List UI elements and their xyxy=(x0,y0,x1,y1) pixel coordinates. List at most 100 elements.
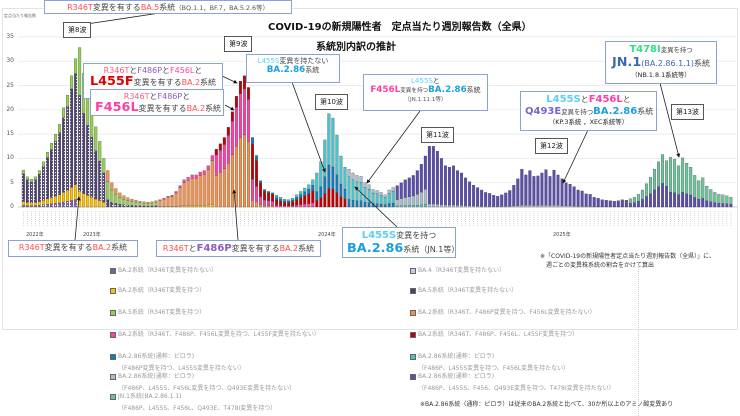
week-bar xyxy=(556,174,560,208)
bar-segment xyxy=(556,174,560,206)
week-bar xyxy=(78,47,82,208)
week-bar xyxy=(118,192,122,208)
week-bar xyxy=(443,165,447,208)
bar-segment xyxy=(307,184,311,190)
bar-segment xyxy=(74,199,78,208)
bar-segment xyxy=(705,200,709,208)
week-bar xyxy=(665,160,669,208)
callout-text: と xyxy=(149,92,158,101)
bar-segment xyxy=(472,205,476,208)
week-bar xyxy=(279,197,283,208)
legend-label: BA.2.86系統(通称：ピロラ) xyxy=(118,373,195,380)
week-bar xyxy=(287,199,291,208)
bar-segment xyxy=(584,193,588,207)
bar-segment xyxy=(520,168,524,206)
bar-segment xyxy=(146,205,150,208)
week-bar xyxy=(472,185,476,208)
callout-text: 変異を持つ xyxy=(561,107,594,116)
bar-segment xyxy=(540,172,544,206)
callout-line: JN.1(BA.2.86.1.1)系統 xyxy=(610,54,712,71)
bar-segment xyxy=(37,174,41,202)
bar-segment xyxy=(375,203,379,208)
bar-segment xyxy=(608,200,612,207)
week-bar xyxy=(484,192,488,208)
bar-segment xyxy=(439,158,443,205)
bar-segment xyxy=(102,158,106,174)
wave-label-11: 第11波 xyxy=(421,127,454,143)
bar-segment xyxy=(78,47,82,96)
bar-segment xyxy=(677,194,681,208)
bar-segment xyxy=(170,196,174,207)
callout-line: R346T変異を有するBA.5系統（BQ.1.1，BF.7，BA.5.2.6等） xyxy=(49,3,287,12)
bar-segment xyxy=(516,205,520,208)
bar-segment xyxy=(70,75,74,90)
week-bar xyxy=(447,167,451,208)
bar-segment xyxy=(210,155,214,161)
bar-segment xyxy=(134,200,138,203)
bar-segment xyxy=(460,172,464,206)
bar-segment xyxy=(572,205,576,208)
week-bar xyxy=(106,170,110,208)
week-bar xyxy=(62,107,66,208)
bar-segment xyxy=(504,192,508,207)
bar-segment xyxy=(142,203,146,207)
bar-segment xyxy=(194,174,198,179)
bar-segment xyxy=(439,204,443,208)
bar-segment xyxy=(411,205,415,208)
legend-label: BA.5系統（R346T変異を持たない） xyxy=(418,287,518,294)
bar-segment xyxy=(154,205,158,208)
week-bar xyxy=(677,165,681,208)
callout-arrows xyxy=(74,12,681,241)
callout-line: L455S変異を持たない xyxy=(251,57,335,65)
week-bar xyxy=(70,75,74,208)
callout-text: （NB.1.8.1系統等） xyxy=(631,71,691,80)
bar-segment xyxy=(363,187,367,203)
bar-segment xyxy=(37,201,41,206)
legend-item: BA.2.86系統(通称：ピロラ) （F486P、L455S変異を持つ、F456L… xyxy=(410,352,569,373)
bar-segment xyxy=(347,168,351,177)
bar-segment xyxy=(186,180,190,206)
bar-segment xyxy=(339,155,343,185)
y-tick-label: 0 xyxy=(10,203,14,210)
bar-segment xyxy=(443,204,447,208)
bar-segment xyxy=(182,179,186,183)
bar-segment xyxy=(411,195,415,206)
week-bar xyxy=(628,198,632,208)
chart-frame xyxy=(2,8,738,330)
week-bar xyxy=(98,141,102,208)
bar-segment xyxy=(122,204,126,208)
bar-segment xyxy=(54,195,57,204)
bar-segment xyxy=(102,172,106,203)
callout-text: BA.2 xyxy=(279,244,299,253)
bar-segment xyxy=(395,199,399,207)
bar-segment xyxy=(242,134,246,208)
wave-label-12: 第12波 xyxy=(535,138,568,154)
bar-segment xyxy=(21,169,25,174)
callout-text: JN.1 xyxy=(612,54,642,70)
bar-segment xyxy=(33,205,37,208)
week-bar xyxy=(616,200,620,208)
bar-segment xyxy=(255,155,258,161)
year-label: 2023年 xyxy=(83,232,101,238)
bar-segment xyxy=(480,206,484,208)
bar-segment xyxy=(415,170,419,195)
week-bar xyxy=(178,185,182,208)
bar-segment xyxy=(251,137,254,145)
callout-text: F486P xyxy=(196,243,232,254)
bar-segment xyxy=(162,198,166,200)
week-bar xyxy=(315,172,319,208)
week-bar xyxy=(488,193,492,208)
bar-segment xyxy=(681,157,685,193)
bar-segment xyxy=(275,199,279,206)
callout-text: 系統 xyxy=(693,58,710,68)
week-bar xyxy=(657,161,660,208)
bar-segment xyxy=(431,203,435,208)
callout-line: （JN.1.11.1等） xyxy=(368,95,483,103)
bar-segment xyxy=(548,205,552,208)
bar-segment xyxy=(186,205,190,208)
bar-segment xyxy=(234,145,238,208)
legend-swatch xyxy=(410,309,416,316)
bar-segment xyxy=(701,198,705,208)
bar-segment xyxy=(62,117,66,193)
callout-text: L455S xyxy=(411,77,433,85)
